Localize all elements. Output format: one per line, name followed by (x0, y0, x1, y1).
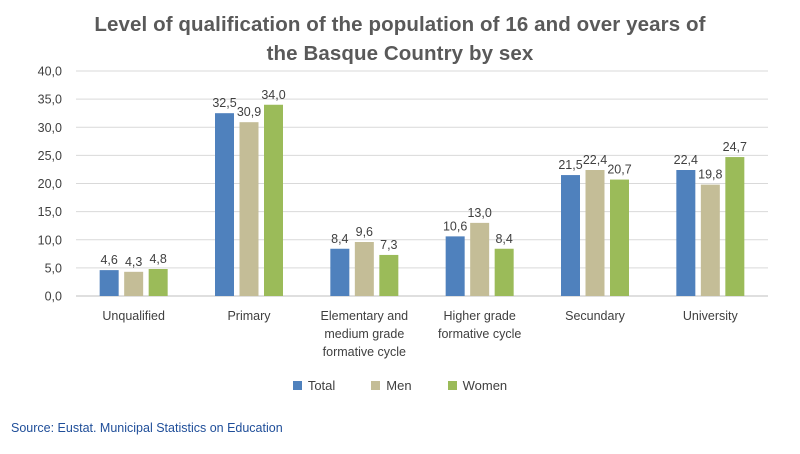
bar-total (99, 270, 119, 296)
bar-total (561, 175, 580, 296)
y-tick-label: 30,0 (38, 121, 62, 135)
bar-men (700, 184, 720, 296)
bar-men (585, 170, 605, 296)
chart-title-line-2: the Basque Country by sex (266, 42, 534, 65)
data-label: 22,4 (674, 153, 698, 167)
x-tick-label: Elementary and (321, 309, 409, 323)
x-tick-label: Secundary (565, 309, 626, 323)
legend-swatch (292, 381, 302, 390)
data-label: 4,6 (100, 253, 117, 267)
x-tick-label: University (683, 309, 739, 323)
y-tick-label: 0,0 (45, 290, 62, 304)
data-label: 8,4 (495, 232, 512, 246)
y-tick-label: 15,0 (38, 205, 62, 219)
x-tick-label: formative cycle (438, 327, 521, 341)
data-label: 19,8 (698, 168, 722, 182)
x-tick-label: Unqualified (102, 309, 165, 323)
x-tick-label: Higher grade (444, 309, 516, 323)
legend-label: Total (307, 378, 336, 393)
x-tick-label: Primary (227, 309, 271, 323)
legend-label: Women (462, 378, 508, 393)
bar-women (725, 157, 745, 296)
source-note: Source: Eustat. Municipal Statistics on … (11, 421, 283, 435)
chart-title-line-1: Level of qualification of the population… (94, 13, 706, 36)
chart-title: Level of qualification of the population… (0, 10, 800, 68)
bar-men (239, 122, 259, 296)
data-label: 13,0 (467, 206, 491, 220)
legend-label: Men (386, 378, 412, 393)
x-tick-label: formative cycle (323, 345, 406, 359)
x-tick-label: medium grade (324, 327, 404, 341)
bar-men (354, 242, 374, 296)
bar-total (445, 236, 465, 296)
bar-women (379, 254, 399, 296)
data-label: 30,9 (237, 105, 261, 119)
legend-item-men: Men (371, 378, 412, 393)
bar-women (610, 179, 629, 296)
bar-total (215, 113, 234, 296)
legend-item-women: Women (447, 378, 508, 393)
data-label: 22,4 (583, 153, 607, 167)
chart-legend: Total Men Women (0, 378, 800, 393)
data-label: 4,3 (125, 255, 142, 269)
data-label: 8,4 (331, 232, 348, 246)
bar-women (148, 269, 168, 296)
y-tick-label: 25,0 (38, 149, 62, 163)
data-label: 7,3 (380, 238, 397, 252)
y-tick-label: 35,0 (38, 93, 62, 107)
y-tick-label: 5,0 (45, 261, 62, 275)
bar-total (330, 248, 350, 296)
y-tick-label: 20,0 (38, 177, 62, 191)
data-label: 34,0 (261, 88, 285, 102)
data-label: 4,8 (149, 252, 166, 266)
y-tick-label: 40,0 (38, 65, 62, 79)
y-tick-label: 10,0 (38, 233, 62, 247)
legend-item-total: Total (292, 378, 336, 393)
bar-men (124, 271, 144, 296)
data-label: 10,6 (443, 219, 467, 233)
bar-total (676, 170, 696, 296)
legend-swatch (447, 381, 457, 390)
data-label: 9,6 (356, 225, 373, 239)
data-label: 21,5 (558, 158, 582, 172)
bar-women (494, 248, 514, 296)
data-label: 20,7 (607, 163, 631, 177)
bar-men (470, 222, 490, 296)
data-label: 24,7 (723, 140, 747, 154)
legend-swatch (371, 381, 381, 390)
bar-women (264, 104, 283, 296)
data-label: 32,5 (212, 96, 236, 110)
